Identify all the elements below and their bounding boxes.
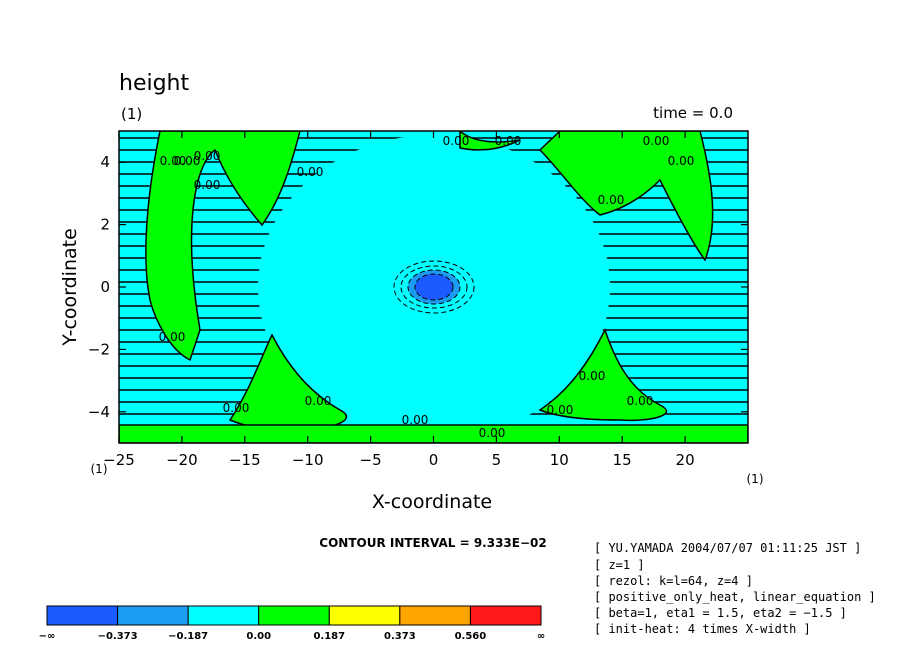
contour-label: 0.00	[194, 178, 221, 192]
green-region-n	[459, 131, 521, 151]
x-tick-label: −15	[229, 451, 261, 469]
info-line: [ init-heat: 4 times X-width ]	[594, 622, 811, 636]
x-axis-ticks: −25 −20 −15 −10 −5 0 5 10 15 20	[103, 131, 695, 469]
contour-label: 0.00	[495, 134, 522, 148]
contour-ring-mid	[400, 265, 468, 309]
contour-ring-outer	[393, 260, 475, 314]
contour-label: 0.00	[668, 154, 695, 168]
x-tick-label: −5	[360, 451, 382, 469]
colorbar-label: −0.187	[168, 631, 208, 642]
colorbar-swatch	[399, 605, 471, 626]
green-region-nw	[145, 131, 301, 362]
title-index: (1)	[121, 105, 142, 123]
contour-label: 0.00	[402, 413, 429, 427]
x-tick-label: 15	[613, 451, 632, 469]
contour-interval: CONTOUR INTERVAL = 9.333E−02	[319, 536, 546, 550]
y-unit-label: (1)	[91, 462, 108, 476]
colorbar-label: 0.187	[313, 631, 345, 642]
contour-label: 0.00	[174, 154, 201, 168]
central-depression	[414, 273, 454, 301]
contour-label: 0.00	[579, 369, 606, 383]
green-band-south	[119, 424, 748, 443]
x-tick-label: 10	[550, 451, 569, 469]
info-line: [ z=1 ]	[594, 558, 645, 572]
colorbar-swatch	[328, 605, 401, 626]
info-line: [ positive_only_heat, linear_equation ]	[594, 590, 876, 604]
colorbar-swatch	[258, 605, 330, 626]
contour-label: 0.00	[305, 394, 332, 408]
contour-label: 0.00	[627, 394, 654, 408]
contour-label: 0.00	[598, 193, 625, 207]
colorbar: −∞ −0.373 −0.187 0.00 0.187 0.373 0.560 ∞	[39, 605, 545, 642]
y-axis-label: Y-coordinate	[59, 228, 81, 347]
info-line: [ beta=1, eta1 = 1.5, eta2 = −1.5 ]	[594, 606, 847, 620]
contour-label: 0.00	[443, 134, 470, 148]
colorbar-label: −∞	[39, 631, 56, 642]
time-label: time = 0.0	[653, 104, 733, 122]
x-tick-label: 0	[429, 451, 439, 469]
colorbar-swatch	[46, 605, 119, 626]
info-line: [ YU.YAMADA 2004/07/07 01:11:25 JST ]	[594, 541, 862, 555]
y-tick-label: −2	[88, 340, 110, 358]
colorbar-label: 0.00	[246, 631, 271, 642]
colorbar-label: 0.560	[455, 631, 487, 642]
x-unit-label: (1)	[747, 472, 764, 486]
chart-title: height	[119, 71, 189, 96]
colorbar-label: 0.373	[384, 631, 416, 642]
contour-label: 0.00	[479, 426, 506, 440]
x-tick-label: −20	[166, 451, 198, 469]
contour-label: 0.00	[643, 134, 670, 148]
y-tick-label: 0	[100, 278, 110, 296]
x-axis-label: X-coordinate	[372, 491, 492, 513]
contour-label: 0.00	[160, 154, 187, 168]
contour-label: 0.00	[194, 149, 221, 163]
green-region-ne	[538, 131, 714, 262]
y-tick-label: 4	[100, 153, 110, 171]
contour-label: 0.00	[297, 165, 324, 179]
contour-label: 0.00	[159, 330, 186, 344]
plot-area: 0.000.000.000.00 0.00 0.000.000.000.000.00…	[119, 131, 748, 443]
contour-label: 0.00	[223, 401, 250, 415]
contour-labels: 0.000.000.000.00 0.00 0.000.000.000.000.00…	[159, 134, 695, 440]
colorbar-label: −0.373	[98, 631, 138, 642]
colorbar-swatch	[187, 605, 260, 626]
colorbar-swatch	[469, 605, 542, 626]
green-region-se	[538, 328, 668, 422]
contour-label: 0.00	[547, 403, 574, 417]
colorbar-swatch	[117, 605, 189, 626]
x-tick-label: 20	[676, 451, 695, 469]
y-axis-ticks: −4 −2 0 2 4	[88, 153, 748, 421]
x-tick-label: 5	[492, 451, 502, 469]
x-tick-label: −10	[292, 451, 324, 469]
y-tick-label: 2	[100, 216, 110, 234]
x-tick-label: −25	[103, 451, 135, 469]
info-line: [ rezol: k=l=64, z=4 ]	[594, 574, 753, 588]
y-tick-label: −4	[88, 403, 110, 421]
colorbar-label: ∞	[537, 631, 545, 642]
